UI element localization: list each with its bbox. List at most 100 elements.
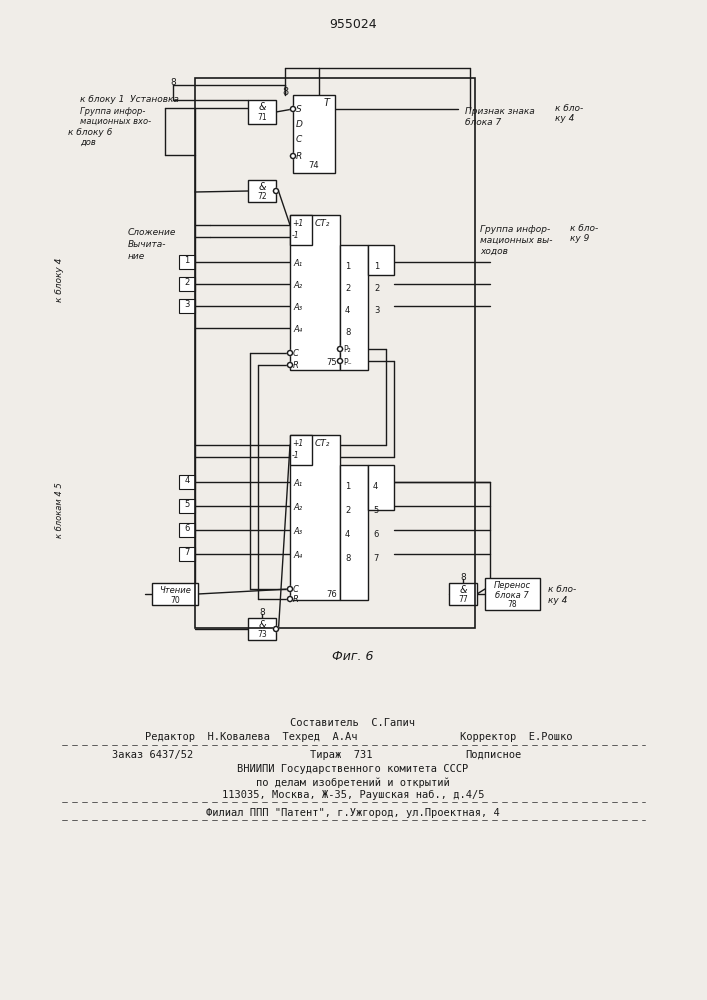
Text: к бло-: к бло- bbox=[548, 585, 576, 594]
Circle shape bbox=[337, 347, 342, 352]
Text: &: & bbox=[459, 585, 467, 595]
Text: 2: 2 bbox=[345, 284, 350, 293]
Text: Сложение: Сложение bbox=[128, 228, 176, 237]
Text: 3: 3 bbox=[374, 306, 380, 315]
Text: -1: -1 bbox=[292, 451, 300, 460]
Text: 6: 6 bbox=[185, 524, 189, 533]
Text: мационных вхо-: мационных вхо- bbox=[80, 117, 151, 126]
Text: ние: ние bbox=[128, 252, 145, 261]
Text: 955024: 955024 bbox=[329, 18, 377, 31]
Text: ку 4: ку 4 bbox=[548, 596, 568, 605]
Text: Корректор  Е.Рошко: Корректор Е.Рошко bbox=[460, 732, 573, 742]
Bar bbox=[293, 95, 335, 173]
Text: по делам изобретений и открытий: по делам изобретений и открытий bbox=[256, 777, 450, 788]
Bar bbox=[179, 499, 195, 513]
Text: Чтение: Чтение bbox=[159, 586, 191, 595]
Circle shape bbox=[288, 362, 293, 367]
Circle shape bbox=[288, 586, 293, 591]
Text: 4: 4 bbox=[373, 482, 378, 491]
Circle shape bbox=[274, 626, 279, 632]
Text: R: R bbox=[296, 152, 303, 161]
Text: 5: 5 bbox=[373, 506, 378, 515]
Text: Признак знака: Признак знака bbox=[465, 107, 534, 116]
Bar bbox=[248, 618, 276, 640]
Text: 4: 4 bbox=[345, 530, 350, 539]
Text: 113035, Москва, Ж-35, Раушская наб., д.4/5: 113035, Москва, Ж-35, Раушская наб., д.4… bbox=[222, 790, 484, 800]
Circle shape bbox=[337, 359, 342, 363]
Circle shape bbox=[291, 153, 296, 158]
Text: 4: 4 bbox=[185, 476, 189, 485]
Bar bbox=[368, 245, 394, 275]
Text: 8: 8 bbox=[345, 328, 351, 337]
Bar bbox=[290, 435, 312, 465]
Text: к бло-: к бло- bbox=[555, 104, 583, 113]
Text: C: C bbox=[293, 349, 299, 358]
Text: R: R bbox=[293, 361, 299, 370]
Text: 1: 1 bbox=[345, 482, 350, 491]
Text: A₄: A₄ bbox=[293, 325, 302, 334]
Text: D: D bbox=[296, 120, 303, 129]
Bar bbox=[179, 547, 195, 561]
Bar bbox=[179, 475, 195, 489]
Text: к бло-: к бло- bbox=[570, 224, 598, 233]
Text: 5: 5 bbox=[185, 500, 189, 509]
Text: ку 4: ку 4 bbox=[555, 114, 574, 123]
Text: R: R bbox=[293, 595, 299, 604]
Circle shape bbox=[337, 359, 342, 363]
Text: 78: 78 bbox=[507, 600, 517, 609]
Text: 1: 1 bbox=[185, 256, 189, 265]
Text: Подписное: Подписное bbox=[465, 750, 521, 760]
Text: 75: 75 bbox=[326, 358, 337, 367]
Text: A₂: A₂ bbox=[293, 503, 302, 512]
Circle shape bbox=[291, 106, 296, 111]
Text: 4: 4 bbox=[345, 306, 350, 315]
Text: ходов: ходов bbox=[480, 247, 508, 256]
Bar bbox=[179, 299, 195, 313]
Text: к блоку 4: к блоку 4 bbox=[55, 258, 64, 302]
Circle shape bbox=[288, 351, 293, 356]
Text: 73: 73 bbox=[257, 630, 267, 639]
Bar bbox=[340, 245, 368, 370]
Text: блока 7: блока 7 bbox=[465, 118, 501, 127]
Text: &: & bbox=[258, 182, 266, 192]
Text: T: T bbox=[324, 98, 330, 108]
Bar bbox=[152, 583, 198, 605]
Text: 1: 1 bbox=[374, 262, 379, 271]
Text: мационных вы-: мационных вы- bbox=[480, 236, 552, 245]
Text: 72: 72 bbox=[257, 192, 267, 201]
Text: к блоку 6: к блоку 6 bbox=[68, 128, 112, 137]
Text: Составитель  С.Гапич: Составитель С.Гапич bbox=[291, 718, 416, 728]
Text: Филиал ППП "Патент", г.Ужгород, ул.Проектная, 4: Филиал ППП "Патент", г.Ужгород, ул.Проек… bbox=[206, 808, 500, 818]
Bar bbox=[195, 78, 475, 628]
Text: 70: 70 bbox=[170, 596, 180, 605]
Text: 7: 7 bbox=[373, 554, 378, 563]
Circle shape bbox=[291, 153, 296, 158]
Text: к блоку 1  Установка: к блоку 1 Установка bbox=[80, 95, 179, 104]
Circle shape bbox=[274, 626, 279, 632]
Bar bbox=[179, 255, 195, 269]
Text: +1: +1 bbox=[292, 219, 303, 228]
Circle shape bbox=[337, 347, 342, 352]
Bar bbox=[340, 465, 368, 600]
Text: A₃: A₃ bbox=[293, 303, 302, 312]
Bar bbox=[290, 435, 340, 600]
Text: C: C bbox=[293, 585, 299, 594]
Text: к блокам 4 5: к блокам 4 5 bbox=[55, 482, 64, 538]
Text: 2: 2 bbox=[374, 284, 379, 293]
Bar bbox=[179, 523, 195, 537]
Bar bbox=[485, 578, 540, 610]
Text: 2: 2 bbox=[185, 278, 189, 287]
Text: A₁: A₁ bbox=[293, 479, 302, 488]
Text: Редактор  Н.Ковалева  Техред  А.Ач: Редактор Н.Ковалева Техред А.Ач bbox=[145, 732, 358, 742]
Text: ВНИИПИ Государственного комитета СССР: ВНИИПИ Государственного комитета СССР bbox=[238, 764, 469, 774]
Text: P₋: P₋ bbox=[343, 358, 351, 367]
Text: 76: 76 bbox=[326, 590, 337, 599]
Text: 74: 74 bbox=[309, 161, 320, 170]
Bar bbox=[248, 100, 276, 124]
Text: &: & bbox=[258, 620, 266, 630]
Text: 8: 8 bbox=[282, 87, 288, 97]
Circle shape bbox=[288, 596, 293, 601]
Text: Тираж  731: Тираж 731 bbox=[310, 750, 373, 760]
Text: 1: 1 bbox=[345, 262, 350, 271]
Text: +1: +1 bbox=[292, 439, 303, 448]
